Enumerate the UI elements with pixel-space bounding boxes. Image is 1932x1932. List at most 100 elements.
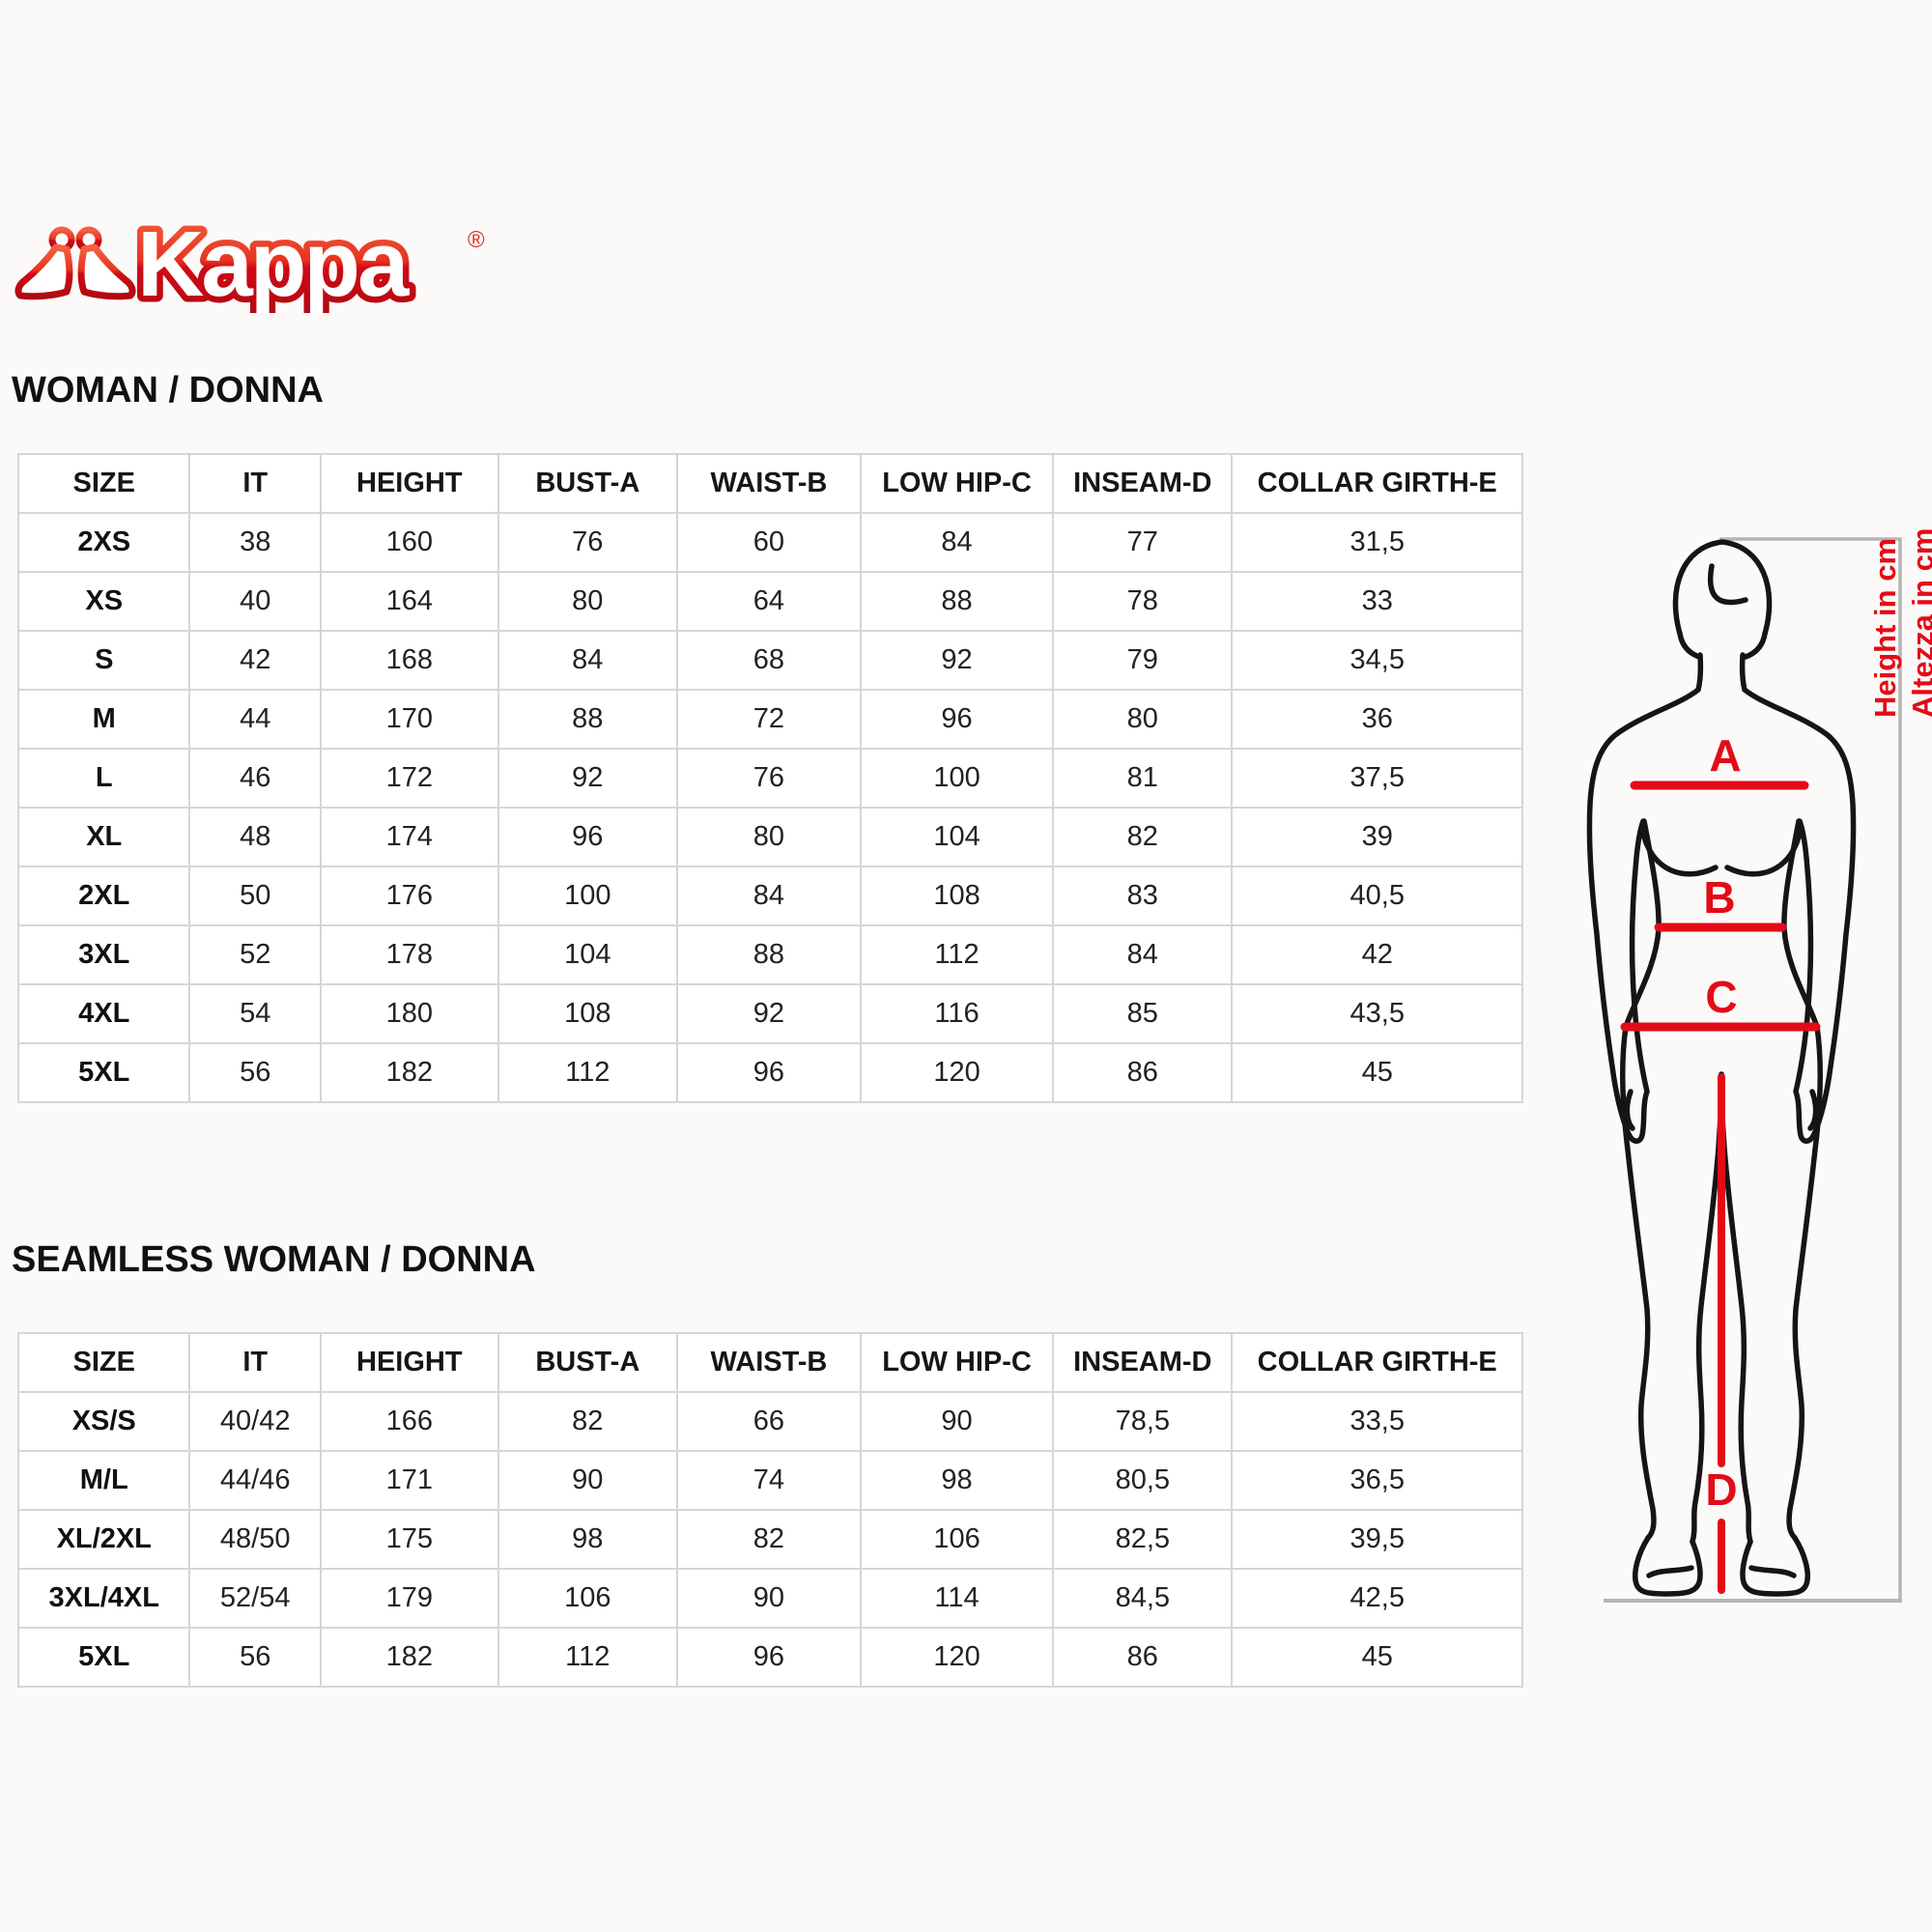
column-header: BUST-A [497, 453, 678, 514]
measure-cell: 48 [188, 807, 322, 867]
measure-cell: 90 [675, 1568, 862, 1629]
measure-cell: 116 [859, 983, 1055, 1044]
column-header: SIZE [16, 1332, 191, 1393]
measure-cell: 174 [319, 807, 499, 867]
bust-label: A [1709, 730, 1741, 781]
measure-cell: 104 [859, 807, 1055, 867]
measure-cell: 45 [1231, 1627, 1523, 1688]
measure-cell: 74 [675, 1450, 862, 1511]
column-header: SIZE [16, 453, 191, 514]
size-row: 5XL 56 182 112 96 120 86 45 [16, 1042, 1523, 1103]
measure-cell: 80 [497, 571, 678, 632]
measure-cell: 172 [319, 748, 499, 809]
measure-cell: 80 [675, 807, 862, 867]
measure-cell: 77 [1052, 512, 1234, 573]
measure-cell: 88 [859, 571, 1055, 632]
height-caption-en: Height in cm [1868, 538, 1902, 718]
measure-cell: 81 [1052, 748, 1234, 809]
column-header: HEIGHT [319, 453, 499, 514]
measure-cell: 64 [675, 571, 862, 632]
measure-cell: 96 [497, 807, 678, 867]
size-cell: XS/S [16, 1391, 191, 1452]
measure-cell: 66 [675, 1391, 862, 1452]
size-row: L 46 172 92 76 100 81 37,5 [16, 748, 1523, 809]
measure-cell: 120 [859, 1627, 1055, 1688]
size-cell: XL [16, 807, 191, 867]
measure-cell: 168 [319, 630, 499, 691]
measure-cell: 42,5 [1231, 1568, 1523, 1629]
registered-mark-icon: ® [468, 227, 485, 253]
low-hip-label: C [1705, 972, 1737, 1022]
size-row: 2XS 38 160 76 60 84 77 31,5 [16, 512, 1523, 573]
section-heading-seamless: SEAMLESS WOMAN / DONNA [12, 1239, 536, 1280]
measure-cell: 82,5 [1052, 1509, 1234, 1570]
measure-cell: 50 [188, 866, 322, 926]
measure-cell: 112 [859, 924, 1055, 985]
measure-cell: 84,5 [1052, 1568, 1234, 1629]
measure-cell: 36 [1231, 689, 1523, 750]
size-cell: 3XL/4XL [16, 1568, 191, 1629]
measure-cell: 84 [1052, 924, 1234, 985]
size-row: 3XL 52 178 104 88 112 84 42 [16, 924, 1523, 985]
measure-cell: 175 [319, 1509, 499, 1570]
measure-cell: 179 [319, 1568, 499, 1629]
measure-cell: 76 [675, 748, 862, 809]
measure-cell: 80,5 [1052, 1450, 1234, 1511]
measure-cell: 46 [188, 748, 322, 809]
header-row: SIZE IT HEIGHT BUST-A WAIST-B LOW HIP-C INSEAM… [16, 453, 1523, 514]
measure-cell: 44 [188, 689, 322, 750]
column-header: WAIST-B [675, 453, 862, 514]
measure-cell: 104 [497, 924, 678, 985]
size-cell: 4XL [16, 983, 191, 1044]
measure-cell: 34,5 [1231, 630, 1523, 691]
measure-cell: 72 [675, 689, 862, 750]
measure-cell: 92 [497, 748, 678, 809]
measure-cell: 80 [1052, 689, 1234, 750]
measure-labels: A B C D [1703, 730, 1741, 1515]
measure-cell: 88 [497, 689, 678, 750]
waist-label: B [1703, 872, 1735, 923]
measure-cell: 83 [1052, 866, 1234, 926]
measure-cell: 39 [1231, 807, 1523, 867]
column-header: IT [188, 453, 322, 514]
size-row: 3XL/4XL 52/54 179 106 90 114 84,5 42,5 [16, 1568, 1523, 1629]
measure-cell: 182 [319, 1627, 499, 1688]
measure-lines [1620, 781, 1821, 1594]
measure-cell: 98 [859, 1450, 1055, 1511]
measure-cell: 86 [1052, 1042, 1234, 1103]
measure-cell: 166 [319, 1391, 499, 1452]
measure-cell: 96 [859, 689, 1055, 750]
size-cell: 2XL [16, 866, 191, 926]
measure-cell: 82 [675, 1509, 862, 1570]
column-header: WAIST-B [675, 1332, 862, 1393]
measure-cell: 171 [319, 1450, 499, 1511]
measure-cell: 54 [188, 983, 322, 1044]
measure-cell: 76 [497, 512, 678, 573]
size-row: XS 40 164 80 64 88 78 33 [16, 571, 1523, 632]
measure-cell: 39,5 [1231, 1509, 1523, 1570]
inseam-label: D [1705, 1464, 1737, 1515]
measure-cell: 92 [859, 630, 1055, 691]
header-row: SIZE IT HEIGHT BUST-A WAIST-B LOW HIP-C INSEAM… [16, 1332, 1523, 1393]
measure-cell: 160 [319, 512, 499, 573]
size-row: M 44 170 88 72 96 80 36 [16, 689, 1523, 750]
size-row: 5XL 56 182 112 96 120 86 45 [16, 1627, 1523, 1688]
measure-cell: 44/46 [188, 1450, 322, 1511]
measure-cell: 106 [859, 1509, 1055, 1570]
measure-cell: 100 [497, 866, 678, 926]
body-measure-diagram: A B C D Height in cm Altezza in cm [1586, 528, 1932, 1603]
measure-cell: 43,5 [1231, 983, 1523, 1044]
measure-cell: 48/50 [188, 1509, 322, 1570]
section-heading-woman: WOMAN / DONNA [12, 370, 324, 411]
column-header: COLLAR GIRTH-E [1231, 1332, 1523, 1393]
measure-cell: 90 [497, 1450, 678, 1511]
measure-cell: 78,5 [1052, 1391, 1234, 1452]
measure-cell: 42 [188, 630, 322, 691]
column-header: LOW HIP-C [859, 1332, 1055, 1393]
measure-cell: 180 [319, 983, 499, 1044]
measure-cell: 84 [859, 512, 1055, 573]
size-row: 4XL 54 180 108 92 116 85 43,5 [16, 983, 1523, 1044]
measure-cell: 82 [497, 1391, 678, 1452]
measure-cell: 56 [188, 1042, 322, 1103]
